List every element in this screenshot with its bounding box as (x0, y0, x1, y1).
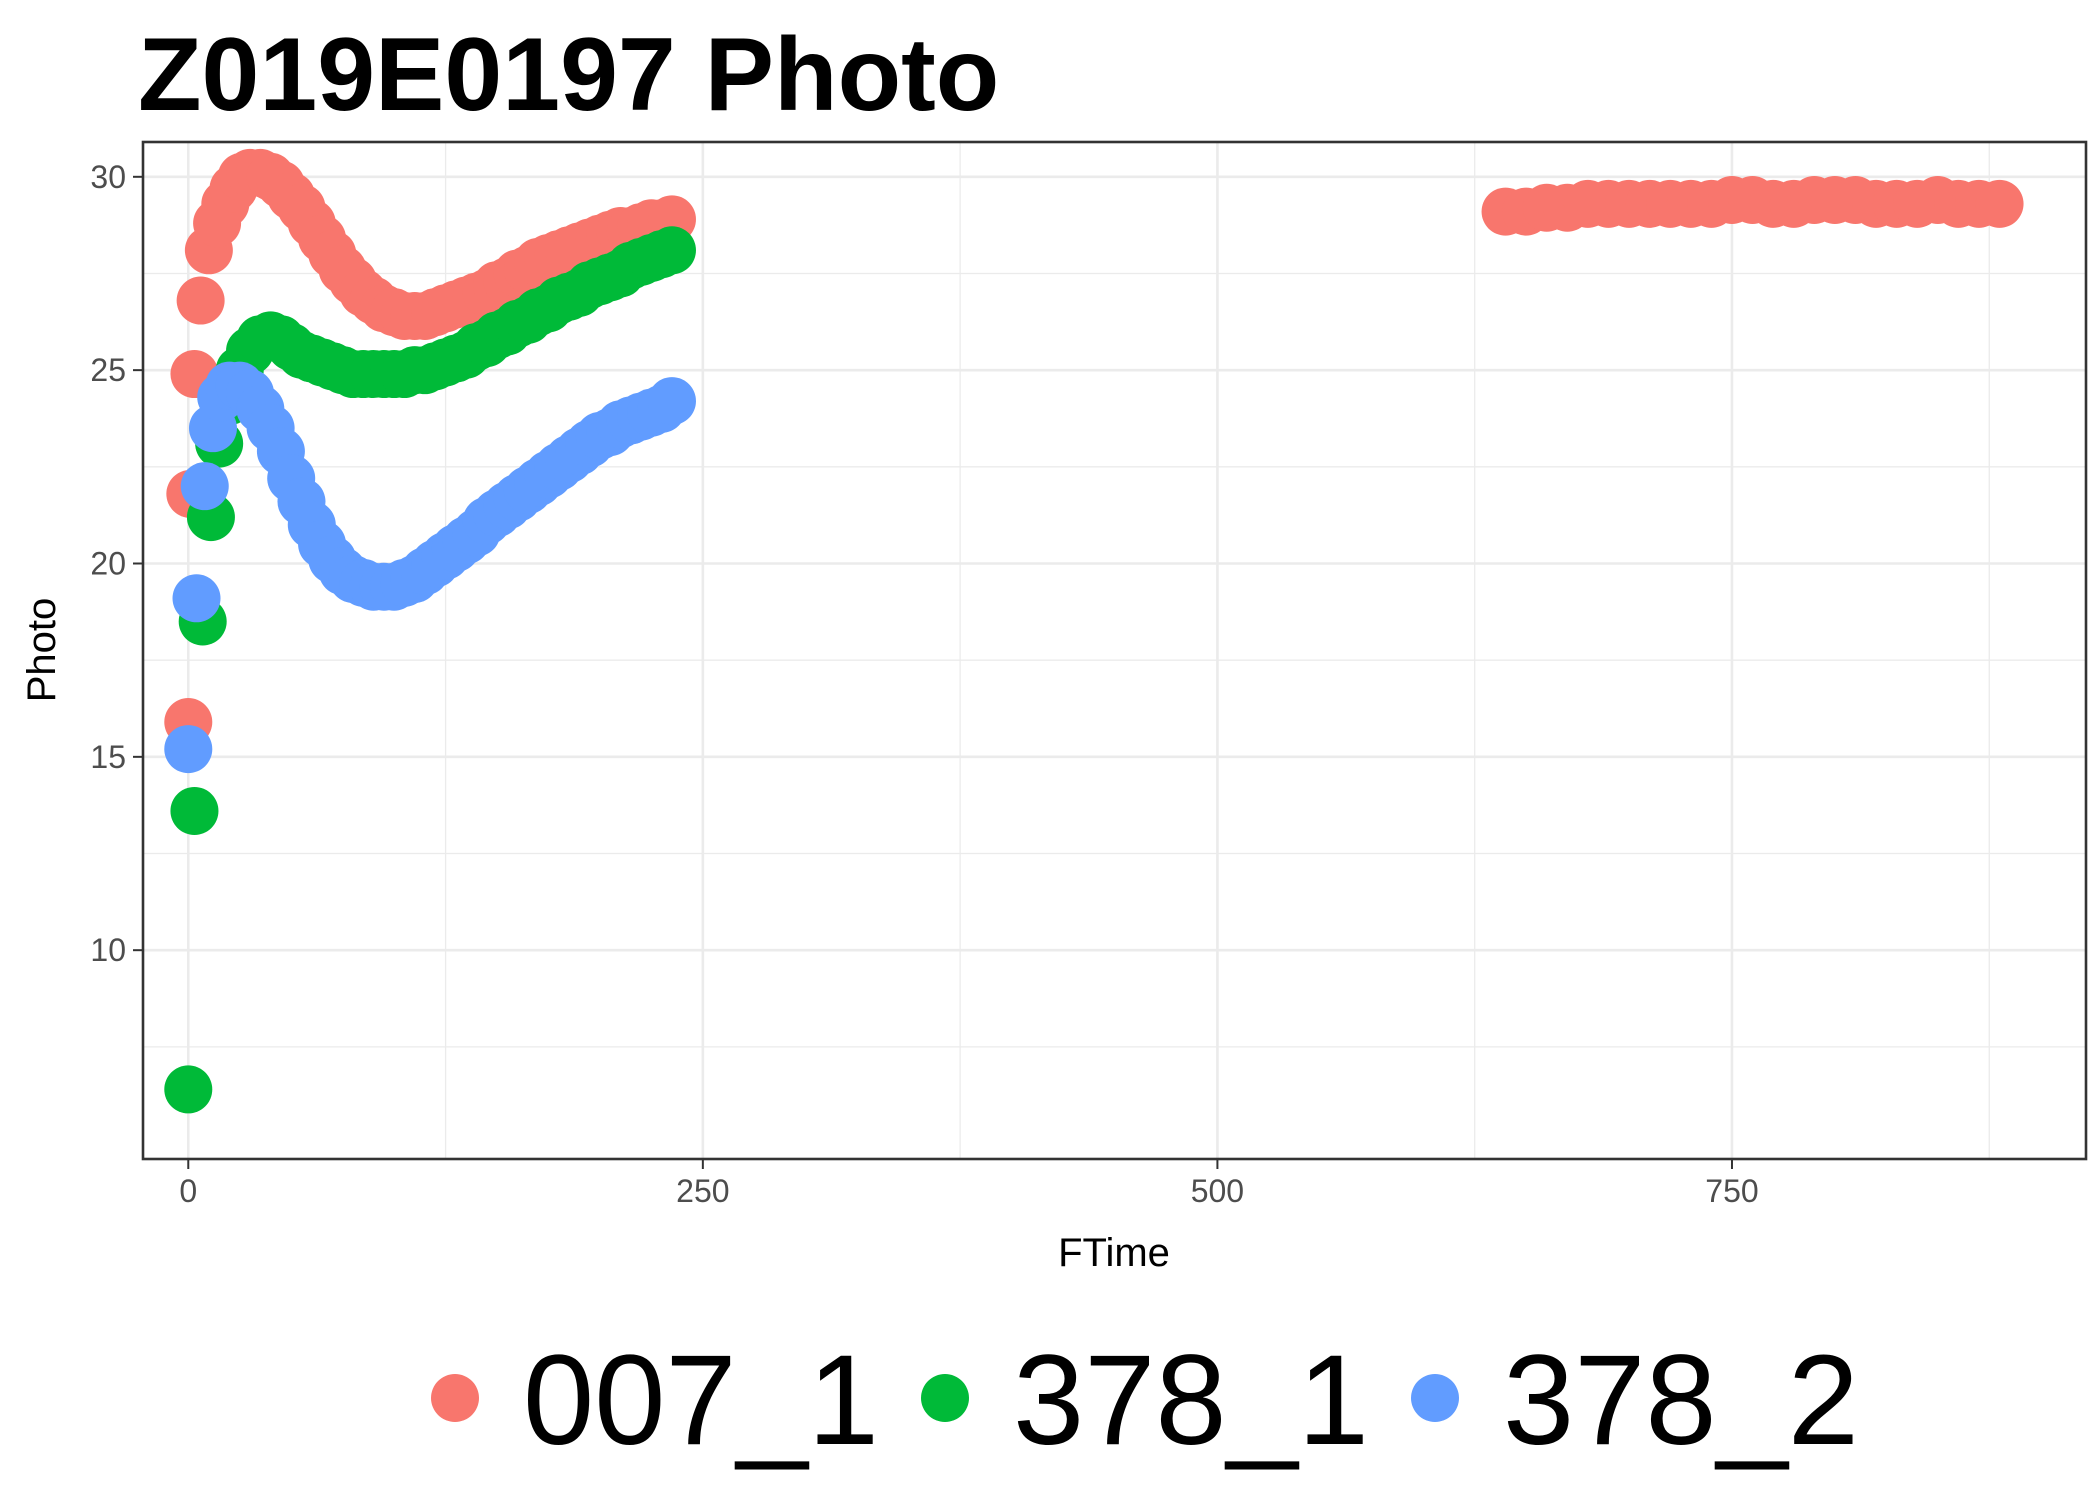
legend-label: 378_2 (1503, 1329, 1859, 1472)
plot-panel-border (141, 140, 2088, 1161)
data-point (180, 462, 229, 511)
legend-key (921, 1374, 969, 1422)
x-tick-label: 250 (676, 1173, 729, 1209)
legend: 007_1 378_1 378_2 (431, 1329, 1859, 1472)
y-axis: 10 15 20 25 30 (90, 159, 143, 968)
series-378-1 (164, 226, 696, 1114)
data-point (164, 1065, 213, 1114)
legend-item: 378_2 (1411, 1329, 1859, 1472)
legend-label: 378_1 (1013, 1329, 1369, 1472)
legend-label: 007_1 (523, 1329, 879, 1472)
x-axis-title: FTime (1058, 1231, 1170, 1275)
data-point (170, 786, 219, 835)
legend-key (1411, 1374, 1459, 1422)
legend-key (431, 1374, 479, 1422)
y-axis-title: Photo (20, 598, 64, 703)
chart-title: Z019E0197 Photo (138, 17, 999, 133)
x-tick-label: 750 (1705, 1173, 1758, 1209)
x-tick-label: 500 (1191, 1173, 1244, 1209)
y-tick-label: 25 (90, 352, 126, 388)
data-points (164, 148, 2024, 1114)
x-axis: 0 250 500 750 (179, 1159, 1759, 1209)
x-tick-label: 0 (179, 1173, 197, 1209)
y-tick-label: 30 (90, 159, 126, 195)
plot-panel (141, 140, 2088, 1161)
legend-item: 378_1 (921, 1329, 1369, 1472)
y-tick-label: 15 (90, 739, 126, 775)
y-tick-label: 20 (90, 545, 126, 581)
data-point (176, 276, 225, 325)
data-point (1975, 179, 2024, 228)
series-378-2 (164, 361, 696, 774)
data-point (164, 725, 213, 774)
minor-gridlines (143, 142, 2086, 1159)
data-point (172, 574, 221, 623)
data-point (647, 226, 696, 275)
data-point (647, 377, 696, 426)
legend-item: 007_1 (431, 1329, 879, 1472)
y-tick-label: 10 (90, 932, 126, 968)
